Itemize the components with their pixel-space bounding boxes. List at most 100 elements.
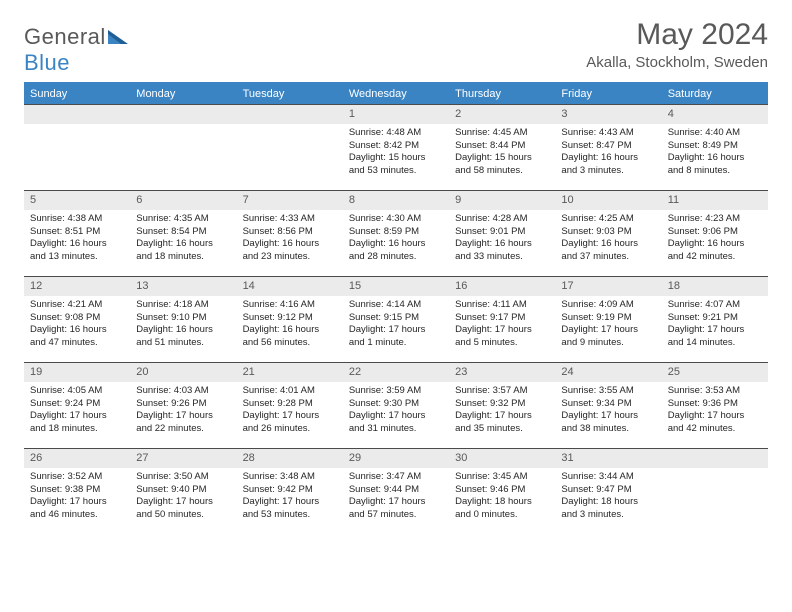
day-body: Sunrise: 4:05 AMSunset: 9:24 PMDaylight:…	[24, 382, 130, 442]
day-cell: .	[130, 104, 236, 190]
day-number: 17	[555, 276, 661, 296]
day-number: 25	[662, 362, 768, 382]
weekday-sunday: Sunday	[24, 84, 130, 104]
sunrise-text: Sunrise: 4:40 AM	[668, 127, 762, 140]
day-body: Sunrise: 3:59 AMSunset: 9:30 PMDaylight:…	[343, 382, 449, 442]
day-number: 27	[130, 448, 236, 468]
day-body: Sunrise: 4:14 AMSunset: 9:15 PMDaylight:…	[343, 296, 449, 356]
day-body: Sunrise: 4:18 AMSunset: 9:10 PMDaylight:…	[130, 296, 236, 356]
day-number: .	[130, 104, 236, 124]
day-number: 4	[662, 104, 768, 124]
daylight-text: Daylight: 17 hours and 14 minutes.	[668, 324, 762, 350]
daylight-text: Daylight: 17 hours and 9 minutes.	[561, 324, 655, 350]
week-row: 26Sunrise: 3:52 AMSunset: 9:38 PMDayligh…	[24, 448, 768, 534]
sunset-text: Sunset: 9:44 PM	[349, 484, 443, 497]
day-cell: 11Sunrise: 4:23 AMSunset: 9:06 PMDayligh…	[662, 190, 768, 276]
day-cell: 30Sunrise: 3:45 AMSunset: 9:46 PMDayligh…	[449, 448, 555, 534]
day-body: Sunrise: 4:43 AMSunset: 8:47 PMDaylight:…	[555, 124, 661, 184]
day-cell: 1Sunrise: 4:48 AMSunset: 8:42 PMDaylight…	[343, 104, 449, 190]
sunrise-text: Sunrise: 4:18 AM	[136, 299, 230, 312]
sunset-text: Sunset: 8:44 PM	[455, 140, 549, 153]
day-body: Sunrise: 4:40 AMSunset: 8:49 PMDaylight:…	[662, 124, 768, 184]
sunset-text: Sunset: 8:54 PM	[136, 226, 230, 239]
day-number: .	[662, 448, 768, 468]
day-number: 21	[237, 362, 343, 382]
daylight-text: Daylight: 16 hours and 13 minutes.	[30, 238, 124, 264]
daylight-text: Daylight: 16 hours and 37 minutes.	[561, 238, 655, 264]
day-cell: .	[237, 104, 343, 190]
daylight-text: Daylight: 17 hours and 22 minutes.	[136, 410, 230, 436]
sunrise-text: Sunrise: 3:55 AM	[561, 385, 655, 398]
day-cell: 7Sunrise: 4:33 AMSunset: 8:56 PMDaylight…	[237, 190, 343, 276]
daylight-text: Daylight: 16 hours and 42 minutes.	[668, 238, 762, 264]
day-number: 19	[24, 362, 130, 382]
day-number: 9	[449, 190, 555, 210]
daylight-text: Daylight: 15 hours and 58 minutes.	[455, 152, 549, 178]
sunset-text: Sunset: 9:26 PM	[136, 398, 230, 411]
day-body: Sunrise: 4:03 AMSunset: 9:26 PMDaylight:…	[130, 382, 236, 442]
sunrise-text: Sunrise: 4:05 AM	[30, 385, 124, 398]
day-number: 22	[343, 362, 449, 382]
daylight-text: Daylight: 16 hours and 8 minutes.	[668, 152, 762, 178]
day-number: 24	[555, 362, 661, 382]
day-body: Sunrise: 4:07 AMSunset: 9:21 PMDaylight:…	[662, 296, 768, 356]
daylight-text: Daylight: 15 hours and 53 minutes.	[349, 152, 443, 178]
day-number: 15	[343, 276, 449, 296]
logo-word1: General	[24, 24, 106, 49]
sunset-text: Sunset: 9:32 PM	[455, 398, 549, 411]
weeks-container: ...1Sunrise: 4:48 AMSunset: 8:42 PMDayli…	[24, 104, 768, 534]
weekday-monday: Monday	[130, 84, 236, 104]
day-number: 1	[343, 104, 449, 124]
day-number: 26	[24, 448, 130, 468]
day-body: Sunrise: 3:53 AMSunset: 9:36 PMDaylight:…	[662, 382, 768, 442]
weekday-saturday: Saturday	[662, 84, 768, 104]
sunset-text: Sunset: 9:12 PM	[243, 312, 337, 325]
day-body: Sunrise: 3:44 AMSunset: 9:47 PMDaylight:…	[555, 468, 661, 528]
title-block: May 2024 Akalla, Stockholm, Sweden	[586, 18, 768, 71]
day-cell: 22Sunrise: 3:59 AMSunset: 9:30 PMDayligh…	[343, 362, 449, 448]
day-body: Sunrise: 4:25 AMSunset: 9:03 PMDaylight:…	[555, 210, 661, 270]
sunset-text: Sunset: 9:38 PM	[30, 484, 124, 497]
sunset-text: Sunset: 9:34 PM	[561, 398, 655, 411]
day-cell: 23Sunrise: 3:57 AMSunset: 9:32 PMDayligh…	[449, 362, 555, 448]
day-cell: 16Sunrise: 4:11 AMSunset: 9:17 PMDayligh…	[449, 276, 555, 362]
daylight-text: Daylight: 16 hours and 47 minutes.	[30, 324, 124, 350]
day-body: Sunrise: 4:33 AMSunset: 8:56 PMDaylight:…	[237, 210, 343, 270]
day-cell: 29Sunrise: 3:47 AMSunset: 9:44 PMDayligh…	[343, 448, 449, 534]
sunset-text: Sunset: 9:36 PM	[668, 398, 762, 411]
day-cell: 5Sunrise: 4:38 AMSunset: 8:51 PMDaylight…	[24, 190, 130, 276]
calendar-page: GeneralBlue May 2024 Akalla, Stockholm, …	[0, 0, 792, 552]
day-number: .	[237, 104, 343, 124]
day-body: Sunrise: 4:28 AMSunset: 9:01 PMDaylight:…	[449, 210, 555, 270]
day-cell: 9Sunrise: 4:28 AMSunset: 9:01 PMDaylight…	[449, 190, 555, 276]
sunset-text: Sunset: 8:56 PM	[243, 226, 337, 239]
day-cell: 28Sunrise: 3:48 AMSunset: 9:42 PMDayligh…	[237, 448, 343, 534]
sunrise-text: Sunrise: 4:09 AM	[561, 299, 655, 312]
daylight-text: Daylight: 17 hours and 38 minutes.	[561, 410, 655, 436]
sunrise-text: Sunrise: 4:11 AM	[455, 299, 549, 312]
daylight-text: Daylight: 16 hours and 18 minutes.	[136, 238, 230, 264]
daylight-text: Daylight: 17 hours and 50 minutes.	[136, 496, 230, 522]
daylight-text: Daylight: 17 hours and 18 minutes.	[30, 410, 124, 436]
daylight-text: Daylight: 17 hours and 26 minutes.	[243, 410, 337, 436]
sunrise-text: Sunrise: 4:38 AM	[30, 213, 124, 226]
day-body: Sunrise: 3:45 AMSunset: 9:46 PMDaylight:…	[449, 468, 555, 528]
sunrise-text: Sunrise: 4:45 AM	[455, 127, 549, 140]
day-cell: 21Sunrise: 4:01 AMSunset: 9:28 PMDayligh…	[237, 362, 343, 448]
day-number: 31	[555, 448, 661, 468]
week-row: 5Sunrise: 4:38 AMSunset: 8:51 PMDaylight…	[24, 190, 768, 276]
sunrise-text: Sunrise: 3:47 AM	[349, 471, 443, 484]
day-number: 28	[237, 448, 343, 468]
sunrise-text: Sunrise: 4:23 AM	[668, 213, 762, 226]
daylight-text: Daylight: 17 hours and 31 minutes.	[349, 410, 443, 436]
sunrise-text: Sunrise: 4:16 AM	[243, 299, 337, 312]
calendar-grid: Sunday Monday Tuesday Wednesday Thursday…	[24, 82, 768, 534]
logo: GeneralBlue	[24, 18, 128, 76]
day-number: 10	[555, 190, 661, 210]
day-cell: 18Sunrise: 4:07 AMSunset: 9:21 PMDayligh…	[662, 276, 768, 362]
sunset-text: Sunset: 9:06 PM	[668, 226, 762, 239]
sunrise-text: Sunrise: 4:07 AM	[668, 299, 762, 312]
sunrise-text: Sunrise: 3:48 AM	[243, 471, 337, 484]
logo-triangle-icon	[108, 24, 128, 50]
day-cell: 8Sunrise: 4:30 AMSunset: 8:59 PMDaylight…	[343, 190, 449, 276]
